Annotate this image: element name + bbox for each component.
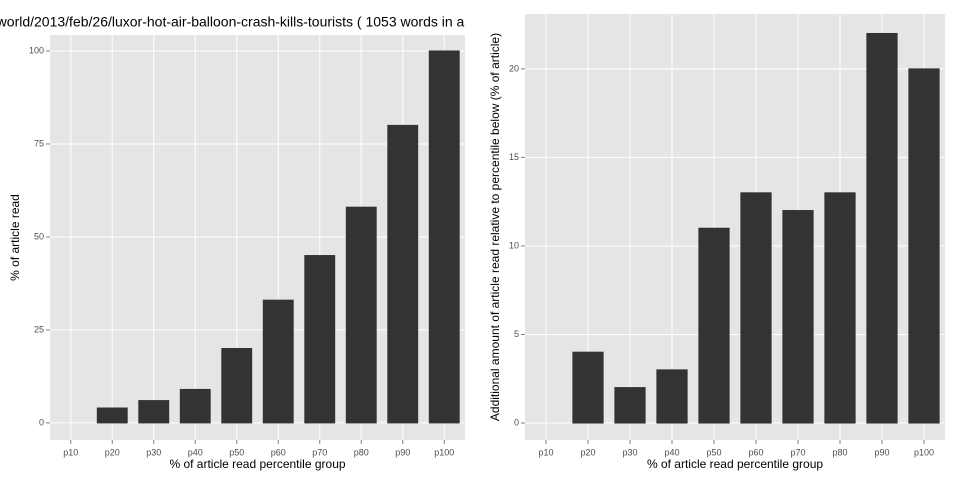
y-tick-label: 50	[34, 231, 44, 241]
x-tick-label: p100	[914, 447, 934, 457]
bar	[824, 192, 856, 424]
bar	[387, 124, 419, 424]
y-tick-label: 25	[34, 324, 44, 334]
y-axis-label: Additional amount of article read relati…	[488, 33, 502, 421]
x-tick-label: p10	[538, 447, 553, 457]
y-tick-label: 75	[34, 138, 44, 148]
x-tick-label: p60	[748, 447, 763, 457]
x-tick-label: p90	[395, 447, 410, 457]
y-tick-label: 0	[39, 417, 44, 427]
bar	[698, 227, 730, 424]
x-tick-label: p40	[664, 447, 679, 457]
bar	[572, 351, 604, 424]
y-tick-label: 15	[509, 152, 519, 162]
x-tick-label: p100	[434, 447, 454, 457]
chart-title: world/2013/feb/26/luxor-hot-air-balloon-…	[0, 14, 465, 30]
x-tick-label: p20	[105, 447, 120, 457]
bar	[138, 400, 170, 424]
x-tick-label: p60	[271, 447, 286, 457]
x-tick-label: p90	[874, 447, 889, 457]
x-tick-label: p70	[312, 447, 327, 457]
bar	[782, 210, 814, 424]
x-tick-label: p30	[622, 447, 637, 457]
bar	[345, 206, 377, 424]
x-tick-label: p40	[188, 447, 203, 457]
y-tick-label: 5	[514, 329, 519, 339]
bar	[428, 50, 460, 424]
bar	[262, 299, 294, 424]
x-tick-label: p50	[706, 447, 721, 457]
bar	[614, 387, 646, 424]
x-tick-label: p80	[832, 447, 847, 457]
y-tick-label: 20	[509, 63, 519, 73]
x-tick-label: p20	[580, 447, 595, 457]
y-tick-label: 10	[509, 240, 519, 250]
bar	[866, 32, 898, 424]
bar	[221, 348, 253, 424]
x-axis-label: % of article read percentile group	[647, 457, 823, 471]
x-tick-label: p70	[790, 447, 805, 457]
y-axis-label: % of article read	[8, 194, 22, 281]
y-tick-label: 100	[29, 45, 44, 55]
bar	[179, 388, 211, 424]
x-tick-label: p30	[146, 447, 161, 457]
y-tick-label: 0	[514, 417, 519, 427]
bar	[656, 369, 688, 424]
x-tick-label: p80	[354, 447, 369, 457]
bar	[304, 255, 336, 424]
bar	[96, 407, 128, 424]
x-axis-label: % of article read percentile group	[169, 457, 345, 471]
x-tick-label: p10	[63, 447, 78, 457]
x-tick-label: p50	[229, 447, 244, 457]
bar	[740, 192, 772, 424]
bar	[908, 68, 940, 424]
